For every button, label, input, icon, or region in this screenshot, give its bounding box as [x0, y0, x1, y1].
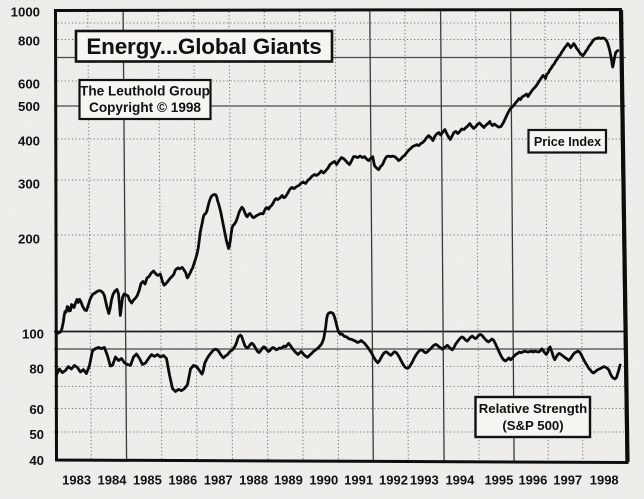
- svg-text:1987: 1987: [204, 473, 233, 488]
- svg-text:1996: 1996: [518, 473, 547, 488]
- svg-text:500: 500: [18, 99, 40, 114]
- svg-text:Energy...Global Giants: Energy...Global Giants: [86, 34, 321, 59]
- svg-text:50: 50: [29, 427, 44, 442]
- svg-text:80: 80: [29, 362, 44, 377]
- svg-text:1989: 1989: [274, 473, 303, 488]
- svg-text:1990: 1990: [309, 473, 338, 488]
- svg-text:60: 60: [29, 402, 44, 417]
- svg-text:1993: 1993: [410, 473, 439, 488]
- svg-text:400: 400: [18, 134, 40, 149]
- svg-text:1992: 1992: [379, 473, 408, 488]
- svg-text:1991: 1991: [344, 473, 373, 488]
- svg-text:1986: 1986: [168, 473, 197, 488]
- svg-text:1985: 1985: [133, 473, 162, 488]
- svg-text:1984: 1984: [98, 473, 128, 488]
- svg-text:1997: 1997: [553, 473, 582, 488]
- svg-text:Copyright © 1998: Copyright © 1998: [89, 100, 201, 115]
- svg-text:800: 800: [18, 34, 40, 49]
- svg-text:1988: 1988: [239, 473, 268, 488]
- svg-text:1994: 1994: [445, 473, 475, 488]
- svg-text:Price Index: Price Index: [534, 135, 601, 149]
- svg-text:300: 300: [18, 177, 40, 192]
- svg-text:600: 600: [18, 77, 40, 92]
- svg-text:1983: 1983: [62, 473, 91, 488]
- svg-text:1995: 1995: [484, 473, 513, 488]
- svg-text:40: 40: [29, 453, 44, 468]
- svg-text:(S&P 500): (S&P 500): [502, 418, 563, 433]
- svg-text:1000: 1000: [11, 5, 40, 20]
- svg-text:200: 200: [18, 232, 40, 247]
- svg-text:100: 100: [22, 327, 44, 342]
- svg-text:Relative Strength: Relative Strength: [479, 401, 587, 416]
- svg-text:The Leuthold Group: The Leuthold Group: [80, 84, 210, 99]
- svg-text:1998: 1998: [590, 473, 619, 488]
